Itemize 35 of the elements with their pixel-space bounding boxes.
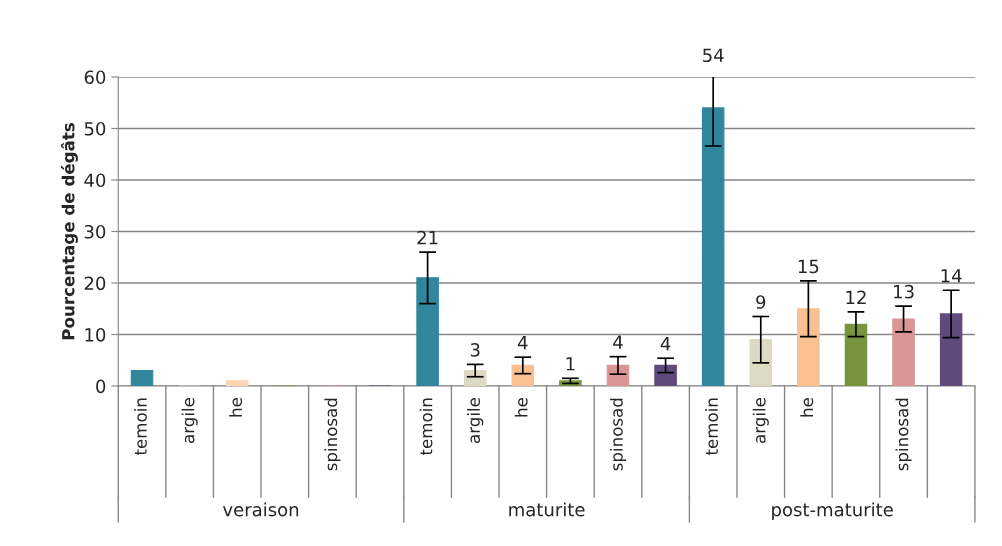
y-axis-title: Pourcentage de dégâts [60, 123, 78, 340]
text: veraison [222, 502, 299, 517]
data-label: 4 [660, 337, 671, 351]
data-label: 54 [703, 48, 724, 63]
text: post-maturite [772, 502, 893, 520]
y-tick-label: 0 [96, 379, 106, 394]
x-tick-label: spinosad [324, 398, 341, 471]
x-tick-label: he [229, 398, 243, 417]
x-tick-label: argile [181, 398, 198, 443]
data-label: 15 [798, 259, 819, 274]
y-tick-label: 60 [84, 70, 106, 85]
y-tick-label: 10 [85, 327, 106, 342]
x-tick-label: spinosad [609, 398, 627, 471]
y-tick-label: 50 [84, 121, 106, 136]
x-tick-label: temoin [705, 398, 719, 456]
text: maturite [509, 502, 585, 517]
y-tick-label: 40 [84, 173, 106, 188]
data-label: 14 [941, 269, 962, 283]
data-label: 3 [470, 343, 480, 357]
data-label: 4 [613, 335, 623, 349]
data-label: 12 [846, 290, 866, 304]
data-label: 13 [894, 284, 914, 299]
x-tick-label: spinosad [895, 398, 912, 471]
x-tick-label: he [514, 398, 528, 417]
data-label: 4 [517, 336, 528, 350]
data-label: 9 [756, 295, 766, 309]
x-tick-label: argile [752, 398, 769, 443]
x-tick-label: temoin [419, 398, 433, 456]
x-tick-label: argile [467, 398, 484, 443]
data-label: 21 [417, 230, 438, 245]
y-tick-label: 20 [84, 276, 106, 291]
x-tick-label: temoin [133, 398, 147, 456]
data-label: 1 [566, 357, 575, 371]
y-tick-label: 30 [84, 224, 106, 239]
x-tick-label: he [800, 398, 814, 417]
